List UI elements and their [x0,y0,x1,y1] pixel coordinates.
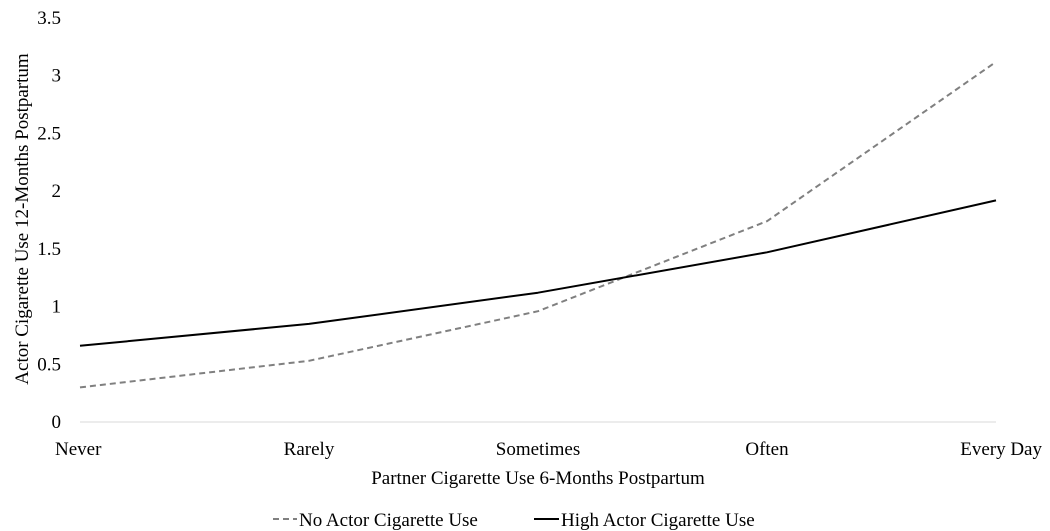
y-tick-label: 1 [52,297,62,318]
x-axis-title: Partner Cigarette Use 6-Months Postpartu… [371,468,705,489]
y-tick-label: 0.5 [37,354,61,375]
x-axis-tick-labels: Never Rarely Sometimes Often Every Day [55,439,1042,460]
legend-item-high-actor: High Actor Cigarette Use [534,510,755,531]
y-tick-label: 0 [52,412,62,433]
x-tick-label: Every Day [960,439,1042,460]
y-tick-label: 1.5 [37,239,61,260]
legend: No Actor Cigarette Use High Actor Cigare… [273,510,755,531]
series-lines [79,61,997,389]
y-axis-title: Actor Cigarette Use 12-Months Postpartum [12,53,33,385]
y-axis-tick-labels: 0 0.5 1 1.5 2 2.5 3 3.5 [37,8,61,433]
y-tick-label: 2.5 [37,123,61,144]
legend-label-no-actor: No Actor Cigarette Use [299,510,478,531]
legend-item-no-actor: No Actor Cigarette Use [273,510,478,531]
y-tick-label: 3.5 [37,8,61,29]
y-tick-label: 3 [52,66,62,87]
series-line-no-actor [79,61,997,389]
legend-label-high-actor: High Actor Cigarette Use [561,510,755,531]
x-tick-label: Sometimes [496,439,580,460]
x-tick-label: Rarely [284,439,335,460]
y-tick-label: 2 [52,181,62,202]
x-tick-label: Often [745,439,789,460]
x-tick-label: Never [55,439,102,460]
series-line-high-actor [79,199,997,347]
